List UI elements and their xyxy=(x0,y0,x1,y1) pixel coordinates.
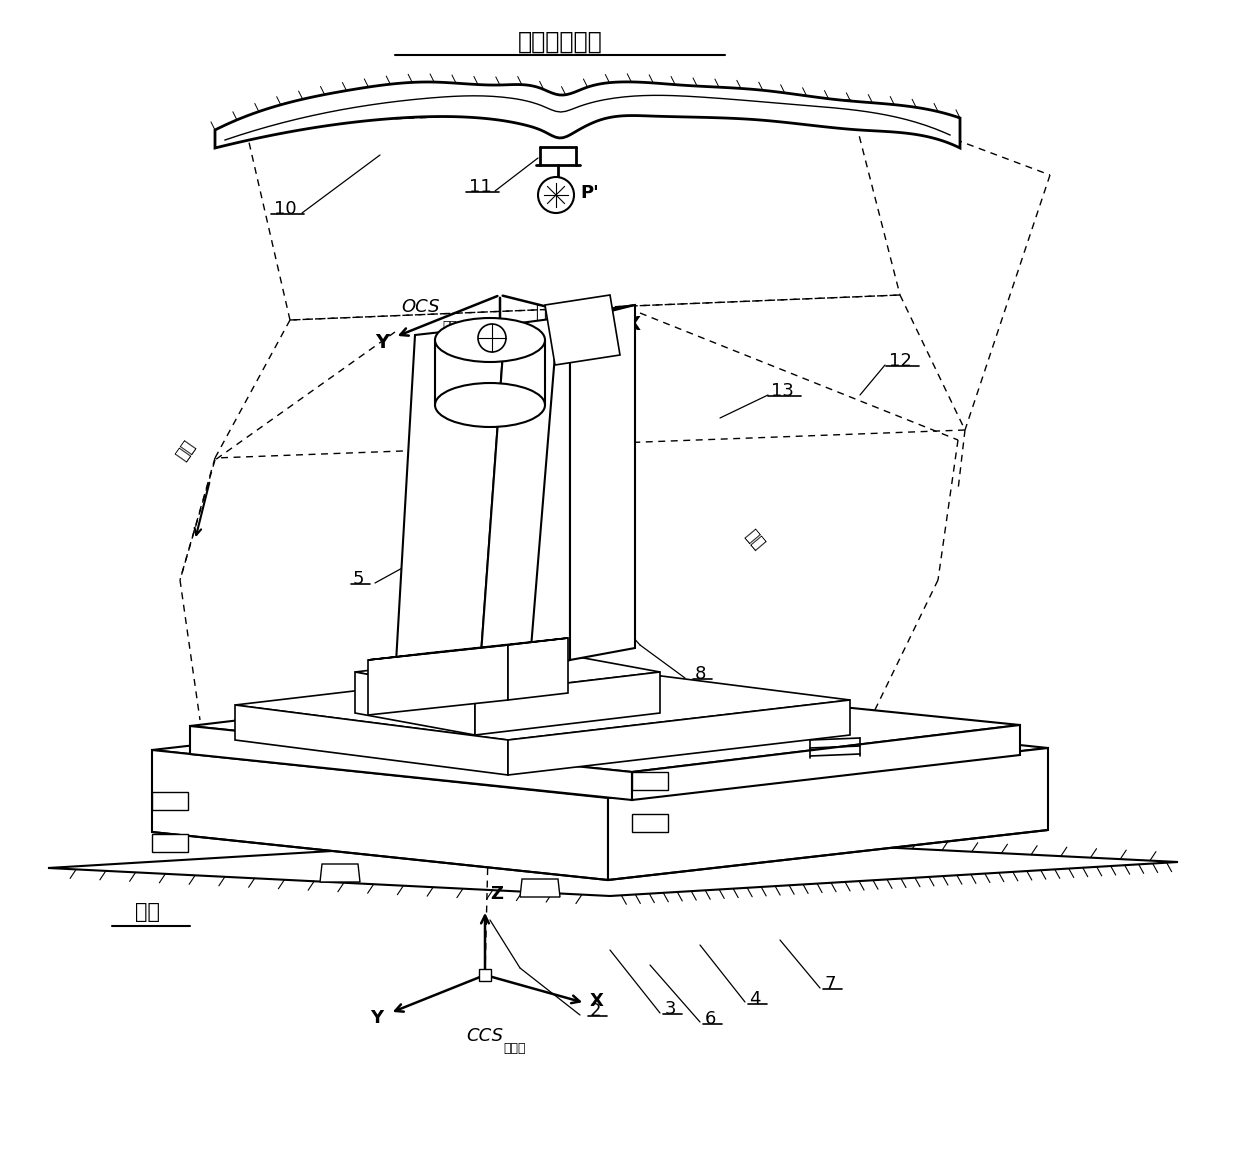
Circle shape xyxy=(477,324,506,352)
Polygon shape xyxy=(632,814,668,831)
Text: X: X xyxy=(625,315,641,335)
Text: 9: 9 xyxy=(433,440,444,459)
Polygon shape xyxy=(236,705,508,775)
Polygon shape xyxy=(632,725,1021,800)
Polygon shape xyxy=(520,879,560,897)
Polygon shape xyxy=(355,672,475,735)
Polygon shape xyxy=(632,772,668,790)
Text: Y: Y xyxy=(371,1009,383,1027)
Text: P': P' xyxy=(580,184,599,201)
Polygon shape xyxy=(355,650,660,694)
Text: 坐标系: 坐标系 xyxy=(503,1042,526,1055)
Text: 3: 3 xyxy=(665,1001,676,1018)
Text: 12: 12 xyxy=(889,352,911,371)
Text: 平行: 平行 xyxy=(742,527,769,554)
Polygon shape xyxy=(510,315,570,675)
Text: 6: 6 xyxy=(704,1010,715,1028)
Text: Z: Z xyxy=(505,378,520,396)
Polygon shape xyxy=(546,295,620,365)
Polygon shape xyxy=(236,665,849,740)
Polygon shape xyxy=(320,864,360,882)
Polygon shape xyxy=(475,672,660,735)
Text: 2: 2 xyxy=(589,1002,600,1020)
Text: Z: Z xyxy=(490,885,503,903)
Polygon shape xyxy=(510,305,635,330)
Polygon shape xyxy=(153,699,1048,798)
Polygon shape xyxy=(215,82,960,148)
Text: 11: 11 xyxy=(469,178,491,196)
Polygon shape xyxy=(608,748,1048,880)
Text: Y: Y xyxy=(374,332,389,352)
Text: CCS: CCS xyxy=(466,1027,503,1045)
Text: 坐标系: 坐标系 xyxy=(441,320,465,334)
Polygon shape xyxy=(190,726,632,800)
Text: 8: 8 xyxy=(694,665,706,683)
Circle shape xyxy=(538,177,574,213)
Text: 13: 13 xyxy=(770,382,794,400)
Text: 7: 7 xyxy=(825,975,836,994)
Polygon shape xyxy=(396,325,505,680)
Text: 10: 10 xyxy=(274,200,296,218)
Ellipse shape xyxy=(435,318,546,362)
Polygon shape xyxy=(570,305,635,660)
Text: 平行: 平行 xyxy=(534,305,557,322)
Polygon shape xyxy=(153,792,188,809)
Polygon shape xyxy=(48,834,1178,896)
Polygon shape xyxy=(508,699,849,775)
Polygon shape xyxy=(508,638,568,699)
Text: 平行: 平行 xyxy=(172,437,198,463)
Polygon shape xyxy=(190,680,1021,772)
Polygon shape xyxy=(153,750,608,880)
Polygon shape xyxy=(479,969,491,981)
Text: 工件位置固定: 工件位置固定 xyxy=(517,30,603,54)
Text: OCS: OCS xyxy=(402,298,440,316)
Text: X: X xyxy=(590,992,604,1010)
Polygon shape xyxy=(368,638,568,660)
Polygon shape xyxy=(153,834,188,852)
Polygon shape xyxy=(480,318,558,668)
Text: 地面: 地面 xyxy=(135,902,160,922)
Text: 5: 5 xyxy=(352,570,363,588)
Polygon shape xyxy=(368,645,508,714)
Ellipse shape xyxy=(435,383,546,427)
Text: 4: 4 xyxy=(749,990,761,1007)
